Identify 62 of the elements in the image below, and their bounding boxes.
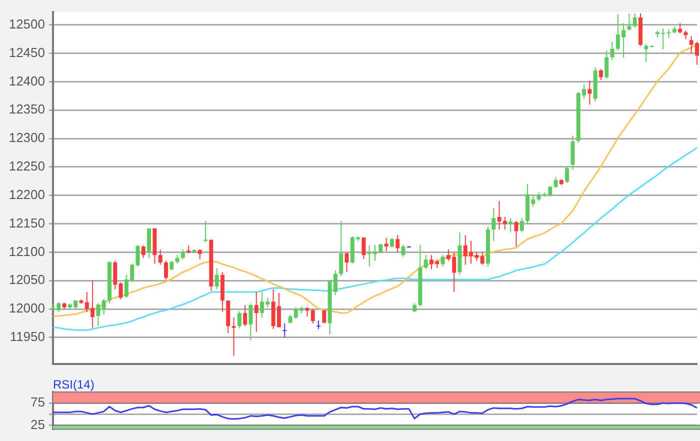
y-tick-label: 11950 bbox=[10, 329, 45, 344]
y-tick-label: 12200 bbox=[8, 186, 45, 202]
candlestick bbox=[118, 282, 123, 300]
candlestick bbox=[554, 176, 558, 188]
candlestick bbox=[339, 220, 344, 277]
candlestick bbox=[147, 228, 152, 258]
candlestick bbox=[570, 135, 575, 170]
candlestick bbox=[424, 254, 428, 270]
candlestick bbox=[514, 220, 518, 248]
candlestick bbox=[588, 80, 592, 105]
candlestick bbox=[390, 238, 394, 248]
candlestick bbox=[170, 260, 174, 271]
candlestick bbox=[627, 13, 632, 32]
y-tick-label: 12050 bbox=[8, 272, 45, 288]
candlestick bbox=[243, 304, 248, 327]
candlestick bbox=[254, 292, 258, 332]
y-tick-label: 25 bbox=[30, 416, 45, 432]
candlestick bbox=[644, 43, 648, 62]
y-tick-label: 12300 bbox=[8, 130, 45, 146]
candlestick bbox=[492, 207, 496, 242]
candlestick bbox=[158, 248, 162, 266]
candlestick bbox=[141, 244, 146, 258]
y-tick-label: 12250 bbox=[8, 158, 45, 174]
y-tick-label: 12100 bbox=[8, 244, 45, 259]
candlestick bbox=[678, 22, 682, 34]
candlestick bbox=[480, 252, 484, 266]
candlestick bbox=[237, 310, 242, 329]
y-tick-label: 75 bbox=[30, 394, 45, 410]
candlestick bbox=[204, 220, 208, 242]
candlestick bbox=[282, 322, 287, 338]
y-tick-label: 12150 bbox=[8, 215, 45, 230]
chart-title: RSI(14) bbox=[53, 377, 94, 392]
candlestick bbox=[198, 248, 202, 260]
y-tick-label: 12000 bbox=[8, 300, 45, 316]
candlestick bbox=[164, 260, 168, 280]
candlestick bbox=[440, 254, 445, 267]
candlestick bbox=[180, 248, 185, 260]
y-tick-label: 12500 bbox=[8, 16, 45, 32]
candlestick bbox=[102, 298, 106, 316]
y-tick-label: 12450 bbox=[8, 44, 45, 60]
candlestick bbox=[113, 260, 118, 290]
candlestick bbox=[520, 218, 524, 233]
candlestick bbox=[610, 41, 614, 61]
candlestick bbox=[248, 302, 253, 341]
y-tick-label: 12400 bbox=[8, 73, 45, 88]
candlestick bbox=[384, 238, 388, 252]
y-tick-label: 12350 bbox=[8, 102, 45, 117]
candlestick bbox=[604, 50, 609, 80]
candlestick bbox=[310, 308, 315, 324]
candlestick bbox=[401, 244, 406, 258]
candlestick bbox=[214, 268, 219, 290]
candlestick bbox=[508, 218, 513, 233]
candlestick bbox=[632, 13, 637, 28]
candlestick bbox=[396, 234, 400, 253]
candlestick bbox=[598, 68, 603, 81]
candlestick bbox=[96, 302, 100, 327]
candlestick bbox=[362, 236, 366, 260]
candlestick bbox=[565, 166, 570, 184]
candlestick bbox=[305, 306, 310, 317]
candlestick bbox=[344, 252, 349, 273]
candlestick bbox=[322, 310, 326, 324]
candlestick bbox=[232, 317, 236, 356]
